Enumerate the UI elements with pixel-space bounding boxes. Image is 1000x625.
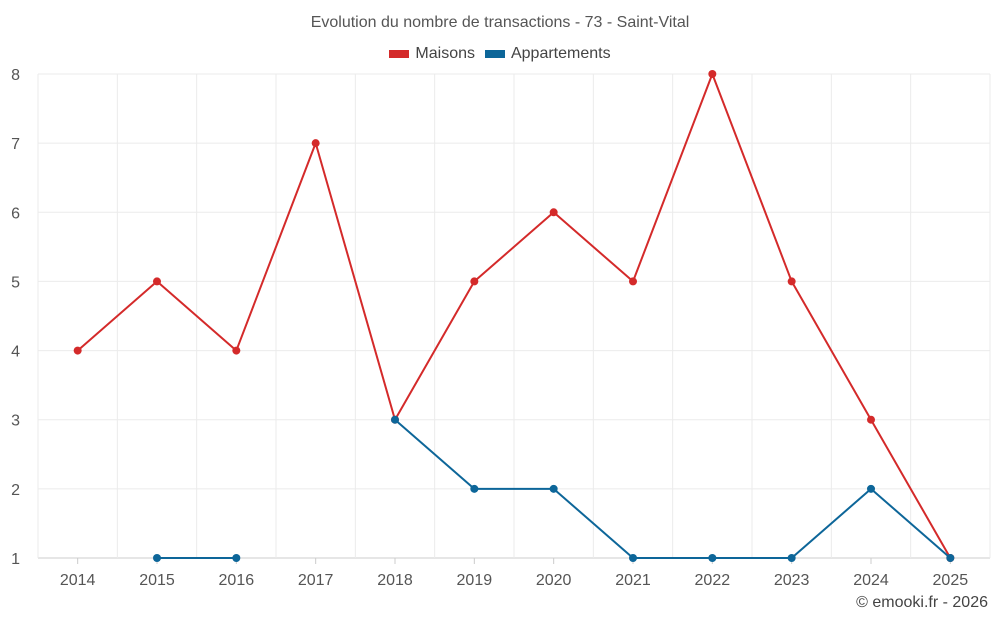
series-line-maisons — [77, 73, 952, 559]
legend-swatch-appartements — [484, 50, 505, 58]
series-line-appartements — [394, 418, 951, 559]
data-point-maisons-2022 — [708, 70, 717, 78]
y-tick-label: 5 — [11, 274, 20, 291]
legend: Maisons Appartements — [0, 45, 1000, 63]
data-point-appartements-2018 — [391, 415, 399, 424]
x-tick-label: 2021 — [615, 572, 651, 589]
legend-swatch-maisons — [389, 50, 410, 58]
y-tick-label: 7 — [11, 136, 20, 153]
data-point-maisons-2015 — [153, 277, 161, 286]
x-tick-label: 2015 — [139, 572, 175, 589]
data-point-appartements-2025 — [946, 554, 955, 562]
data-point-appartements-2023 — [787, 554, 796, 562]
chart-title: Evolution du nombre de transactions - 73… — [310, 14, 690, 31]
x-tick-label: 2020 — [536, 572, 572, 589]
data-point-maisons-2016 — [232, 346, 241, 355]
legend-item-maisons[interactable]: Maisons — [389, 45, 475, 63]
data-point-maisons-2014 — [73, 346, 82, 355]
data-point-maisons-2020 — [549, 208, 558, 217]
y-tick-label: 3 — [11, 413, 20, 430]
data-point-appartements-2021 — [629, 554, 637, 562]
x-tick-label: 2023 — [774, 572, 810, 589]
data-point-appartements-2019 — [470, 484, 479, 493]
x-tick-label: 2018 — [377, 572, 413, 589]
data-point-appartements-2020 — [549, 484, 558, 493]
data-point-maisons-2021 — [629, 277, 637, 286]
data-point-maisons-2019 — [470, 277, 479, 286]
y-tick-label: 1 — [11, 551, 20, 568]
copyright-credit: © emooki.fr - 2026 — [856, 594, 988, 611]
legend-label-appartements: Appartements — [510, 45, 611, 62]
data-point-appartements-2015 — [153, 554, 161, 562]
data-point-maisons-2024 — [867, 415, 875, 424]
legend-item-appartements[interactable]: Appartements — [484, 45, 611, 63]
x-tick-label: 2025 — [933, 572, 969, 589]
y-tick-label: 8 — [11, 67, 20, 84]
data-point-appartements-2024 — [867, 484, 875, 493]
x-tick-label: 2017 — [298, 572, 334, 589]
data-point-appartements-2016 — [232, 554, 241, 562]
y-tick-label: 6 — [11, 205, 20, 222]
data-point-maisons-2023 — [787, 277, 796, 286]
x-tick-label: 2019 — [457, 572, 493, 589]
y-tick-label: 4 — [11, 344, 20, 361]
data-point-maisons-2017 — [311, 139, 320, 148]
y-tick-label: 2 — [11, 482, 20, 499]
data-point-appartements-2022 — [708, 554, 717, 562]
legend-label-maisons: Maisons — [415, 45, 475, 62]
x-tick-label: 2024 — [853, 572, 889, 589]
x-tick-label: 2016 — [219, 572, 255, 589]
x-tick-label: 2022 — [695, 572, 731, 589]
x-tick-label: 2014 — [60, 572, 96, 589]
